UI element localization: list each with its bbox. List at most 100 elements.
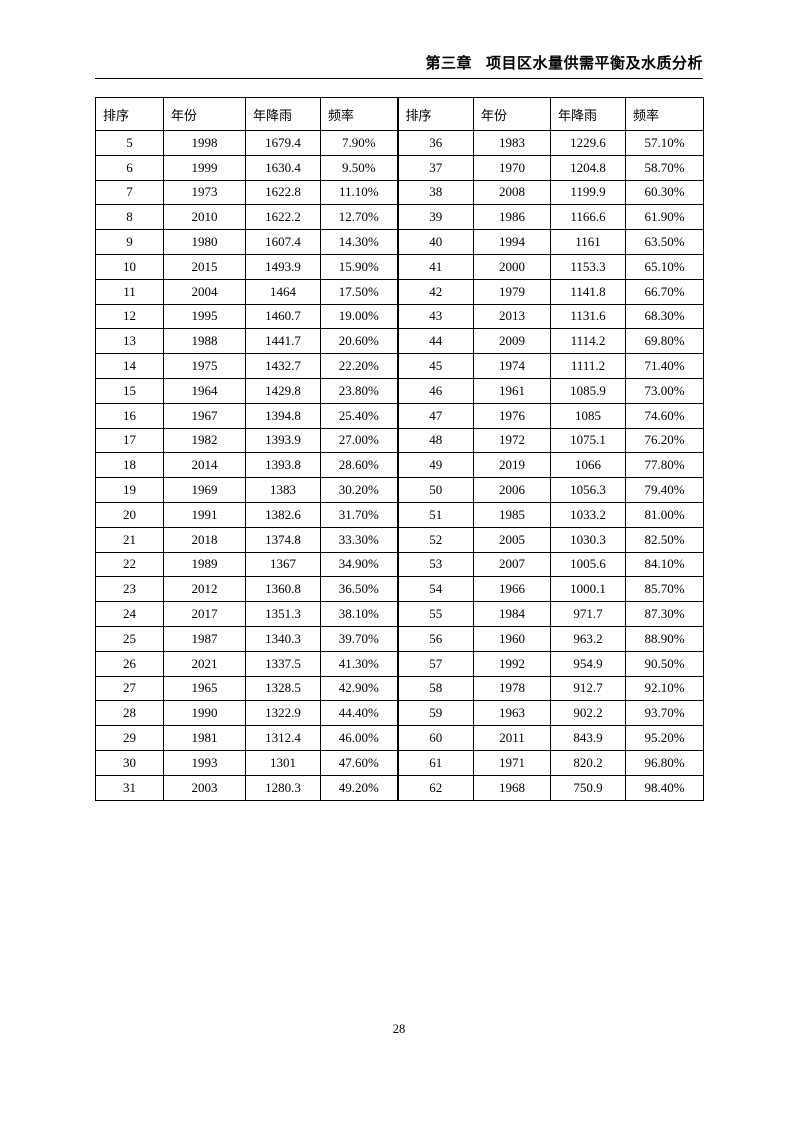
column-header: 年降雨 [550, 97, 626, 131]
table-cell: 1328.5 [245, 675, 321, 702]
table-cell: 1961 [473, 377, 551, 404]
table-row: 14 1975 1432.7 22.20% 45 1974 1111.2 71.40% [95, 353, 704, 379]
table-cell: 52 [396, 526, 474, 553]
table-cell: 9.50% [320, 154, 398, 181]
table-cell: 820.2 [550, 749, 626, 776]
table-cell: 2018 [163, 526, 246, 553]
table-cell: 1360.8 [245, 576, 321, 603]
table-cell: 1340.3 [245, 625, 321, 652]
table-cell: 31 [95, 774, 164, 801]
table-cell: 1978 [473, 675, 551, 702]
table-cell: 1382.6 [245, 501, 321, 528]
table-cell: 85.70% [625, 576, 704, 603]
table-cell: 1066 [550, 452, 626, 479]
table-cell: 1005.6 [550, 551, 626, 578]
table-cell: 1965 [163, 675, 246, 702]
table-cell: 2008 [473, 179, 551, 206]
table-cell: 44.40% [320, 700, 398, 727]
table-cell: 46.00% [320, 725, 398, 751]
table-cell: 1432.7 [245, 353, 321, 379]
table-cell: 57.10% [625, 130, 704, 156]
table-cell: 843.9 [550, 725, 626, 751]
table-cell: 5 [95, 130, 164, 156]
table-cell: 93.70% [625, 700, 704, 727]
table-cell: 28.60% [320, 452, 398, 479]
table-cell: 38.10% [320, 601, 398, 627]
table-cell: 33.30% [320, 526, 398, 553]
table-row: 16 1967 1394.8 25.40% 47 1976 1085 74.60% [95, 402, 704, 429]
table-cell: 29 [95, 725, 164, 751]
table-cell: 1964 [163, 377, 246, 404]
table-cell: 34.90% [320, 551, 398, 578]
table-cell: 12 [95, 303, 164, 330]
table-row: 11 2004 1464 17.50% 42 1979 1141.8 66.70% [95, 278, 704, 305]
table-cell: 2005 [473, 526, 551, 553]
table-cell: 41.30% [320, 650, 398, 677]
table-cell: 7.90% [320, 130, 398, 156]
table-cell: 2006 [473, 477, 551, 503]
table-cell: 30.20% [320, 477, 398, 503]
column-header: 年降雨 [245, 97, 321, 131]
table-cell: 77.80% [625, 452, 704, 479]
table-cell: 81.00% [625, 501, 704, 528]
table-cell: 1394.8 [245, 402, 321, 429]
table-cell: 2014 [163, 452, 246, 479]
table-cell: 49 [396, 452, 474, 479]
table-cell: 2000 [473, 253, 551, 280]
table-row: 22 1989 1367 34.90% 53 2007 1005.6 84.10% [95, 551, 704, 578]
table-cell: 1622.8 [245, 179, 321, 206]
table-cell: 92.10% [625, 675, 704, 702]
table-cell: 40 [396, 229, 474, 255]
table-cell: 1986 [473, 204, 551, 231]
table-cell: 1030.3 [550, 526, 626, 553]
table-cell: 21 [95, 526, 164, 553]
table-row: 9 1980 1607.4 14.30% 40 1994 1161 63.50% [95, 229, 704, 255]
table-cell: 2015 [163, 253, 246, 280]
table-cell: 2019 [473, 452, 551, 479]
column-header: 频率 [320, 97, 398, 131]
table-cell: 84.10% [625, 551, 704, 578]
table-cell: 1980 [163, 229, 246, 255]
table-cell: 13 [95, 328, 164, 355]
table-cell: 1995 [163, 303, 246, 330]
table-cell: 60.30% [625, 179, 704, 206]
table-row: 25 1987 1340.3 39.70% 56 1960 963.2 88.90% [95, 625, 704, 652]
table-row: 17 1982 1393.9 27.00% 48 1972 1075.1 76.20% [95, 427, 704, 454]
table-cell: 1441.7 [245, 328, 321, 355]
column-header: 排序 [396, 97, 474, 131]
table-body: 5 1998 1679.4 7.90% 36 1983 1229.6 57.10% 6 1999 1… [95, 130, 704, 801]
table-cell: 39 [396, 204, 474, 231]
table-row: 29 1981 1312.4 46.00% 60 2011 843.9 95.20% [95, 725, 704, 751]
table-row: 7 1973 1622.8 11.10% 38 2008 1199.9 60.30% [95, 179, 704, 206]
table-cell: 11 [95, 278, 164, 305]
table-cell: 59 [396, 700, 474, 727]
table-cell: 1393.9 [245, 427, 321, 454]
table-cell: 66.70% [625, 278, 704, 305]
table-cell: 1966 [473, 576, 551, 603]
table-cell: 10 [95, 253, 164, 280]
table-cell: 1429.8 [245, 377, 321, 404]
table-cell: 22 [95, 551, 164, 578]
table-cell: 1968 [473, 774, 551, 801]
table-cell: 1989 [163, 551, 246, 578]
table-cell: 82.50% [625, 526, 704, 553]
table-cell: 1033.2 [550, 501, 626, 528]
page-number: 28 [392, 1022, 406, 1036]
table-cell: 1493.9 [245, 253, 321, 280]
table-cell: 1166.6 [550, 204, 626, 231]
table-cell: 1967 [163, 402, 246, 429]
table-cell: 71.40% [625, 353, 704, 379]
table-cell: 15.90% [320, 253, 398, 280]
table-cell: 971.7 [550, 601, 626, 627]
table-row: 13 1988 1441.7 20.60% 44 2009 1114.2 69.80% [95, 328, 704, 355]
table-row: 28 1990 1322.9 44.40% 59 1963 902.2 93.70% [95, 700, 704, 727]
column-header: 年份 [163, 97, 246, 131]
table-cell: 60 [396, 725, 474, 751]
table-cell: 36 [396, 130, 474, 156]
table-cell: 2004 [163, 278, 246, 305]
table-cell: 61 [396, 749, 474, 776]
table-cell: 963.2 [550, 625, 626, 652]
table-cell: 41 [396, 253, 474, 280]
table-cell: 1111.2 [550, 353, 626, 379]
table-cell: 57 [396, 650, 474, 677]
